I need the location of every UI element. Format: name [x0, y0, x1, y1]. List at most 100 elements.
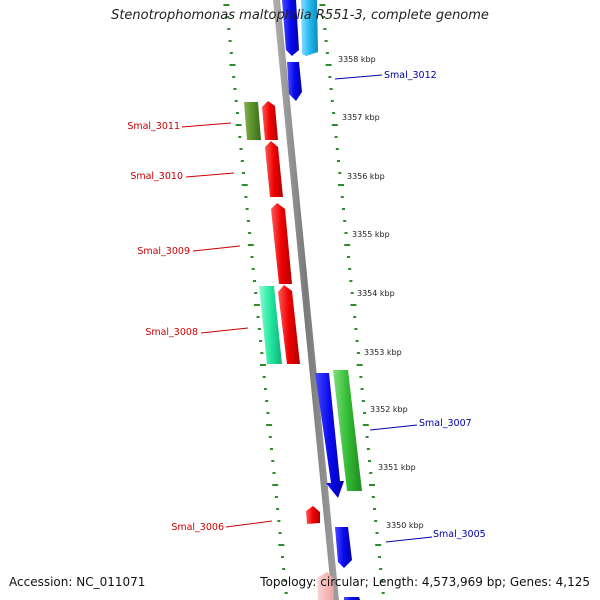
inner-tick [274, 496, 278, 498]
accession-label: Accession: [9, 575, 73, 589]
inner-tick [223, 4, 230, 6]
inner-tick [228, 40, 232, 42]
feature-leader-line [334, 74, 383, 80]
gene-arrow[interactable] [262, 101, 278, 140]
gene-arrow-smal-3011[interactable] [244, 102, 261, 140]
outer-tick [375, 544, 382, 546]
feature-label[interactable]: Smal_3008 [145, 327, 198, 338]
kbp-tick-label: 3353 kbp [364, 348, 402, 357]
outer-tick [331, 124, 338, 126]
gene-arrow[interactable] [344, 597, 360, 600]
outer-tick [360, 388, 364, 390]
inner-tick [235, 124, 242, 126]
feature-label[interactable]: Smal_3006 [171, 522, 224, 533]
inner-tick [244, 196, 248, 198]
inner-tick [229, 64, 236, 66]
outer-tick [338, 184, 344, 186]
inner-tick [254, 292, 258, 294]
outer-tick [335, 148, 339, 150]
inner-tick [240, 160, 244, 162]
gene-arrow-smal-3005[interactable] [335, 527, 352, 568]
outer-tick [374, 520, 378, 522]
gene-arrow-smal-3007[interactable] [315, 373, 344, 498]
feature-label[interactable]: Smal_3007 [419, 418, 472, 429]
feature-label[interactable]: Smal_3012 [384, 70, 437, 81]
inner-tick [245, 208, 249, 210]
genome-stats: Topology: circular; Length: 4,573,969 bp… [260, 575, 590, 589]
outer-tick [348, 268, 352, 270]
gene-arrow[interactable] [317, 572, 334, 600]
feature-label[interactable]: Smal_3005 [433, 529, 486, 540]
feature-label-layer: Smal_3012 Smal_3011 Smal_3010 Smal_3009 Smal… [127, 70, 486, 543]
feature-label[interactable]: Smal_3010 [130, 171, 183, 182]
gene-arrow-smal-3012[interactable] [287, 62, 302, 101]
outer-tick [369, 472, 373, 474]
feature-leader-line [185, 172, 235, 178]
kbp-tick-label: 3354 kbp [357, 289, 395, 298]
inner-tick [272, 484, 279, 486]
outer-tick [359, 376, 363, 378]
genes-label: Genes: [509, 575, 552, 589]
kbp-tick-label: 3350 kbp [386, 521, 424, 530]
inner-tick [235, 112, 239, 114]
inner-tick [226, 16, 230, 18]
feature-leader-line [385, 536, 433, 543]
feature-label[interactable]: Smal_3009 [137, 246, 190, 257]
outer-tick [356, 364, 363, 366]
inner-tick [266, 412, 270, 414]
kbp-tick-label: 3356 kbp [347, 172, 385, 181]
inner-tick [241, 184, 248, 186]
inner-tick [238, 136, 242, 138]
inner-tick [232, 76, 236, 78]
gene-feature-layer [244, 0, 362, 600]
gene-arrow[interactable] [278, 285, 300, 364]
inner-tick [282, 568, 286, 570]
inner-tick [271, 460, 275, 462]
topology-label: Topology: [260, 575, 317, 589]
outer-tick [380, 580, 384, 582]
inner-tick [242, 172, 245, 174]
inner-tick [278, 544, 285, 546]
inner-tick [263, 388, 267, 390]
outer-tick [355, 340, 359, 342]
inner-tick [272, 472, 276, 474]
gene-arrow-smal-3009[interactable] [271, 203, 292, 284]
gene-arrow[interactable] [301, 0, 318, 56]
outer-tick [329, 88, 333, 90]
outer-tick [323, 28, 327, 30]
topology-value: circular [320, 575, 365, 589]
gene-arrow-smal-3006[interactable] [306, 506, 320, 524]
genome-backbone [273, 0, 339, 600]
outer-tick [373, 508, 376, 510]
outer-tick [338, 172, 342, 174]
kbp-tick-label: 3352 kbp [370, 405, 408, 414]
feature-leader-line [192, 245, 241, 252]
inner-tick [239, 148, 243, 150]
outer-tick [362, 424, 369, 426]
kbp-tick-label: 3357 kbp [342, 113, 380, 122]
inner-tick [248, 232, 252, 234]
outer-tick [375, 532, 379, 534]
outer-tick [325, 64, 332, 66]
gene-arrow[interactable] [333, 370, 362, 491]
outer-tick [342, 208, 345, 210]
inner-tick [256, 316, 260, 318]
outer-tick [337, 160, 340, 162]
genome-title: Stenotrophomonas maltophilia R551-3, com… [111, 8, 489, 23]
inner-tick [234, 100, 238, 102]
outer-tick [322, 16, 326, 18]
inner-tick [283, 580, 287, 582]
gene-arrow-smal-3008[interactable] [259, 286, 282, 364]
outer-tick [349, 280, 353, 282]
outer-tick [334, 136, 338, 138]
gene-arrow[interactable] [282, 0, 299, 56]
kbp-tick-label: 3355 kbp [352, 230, 390, 239]
inner-tick [265, 400, 269, 402]
outer-tick [369, 484, 375, 486]
feature-label[interactable]: Smal_3011 [127, 121, 180, 132]
gene-arrow-smal-3010[interactable] [265, 141, 283, 197]
accession-value: NC_011071 [76, 575, 146, 589]
length-label: Length: [372, 575, 419, 589]
outer-tick [325, 52, 329, 54]
